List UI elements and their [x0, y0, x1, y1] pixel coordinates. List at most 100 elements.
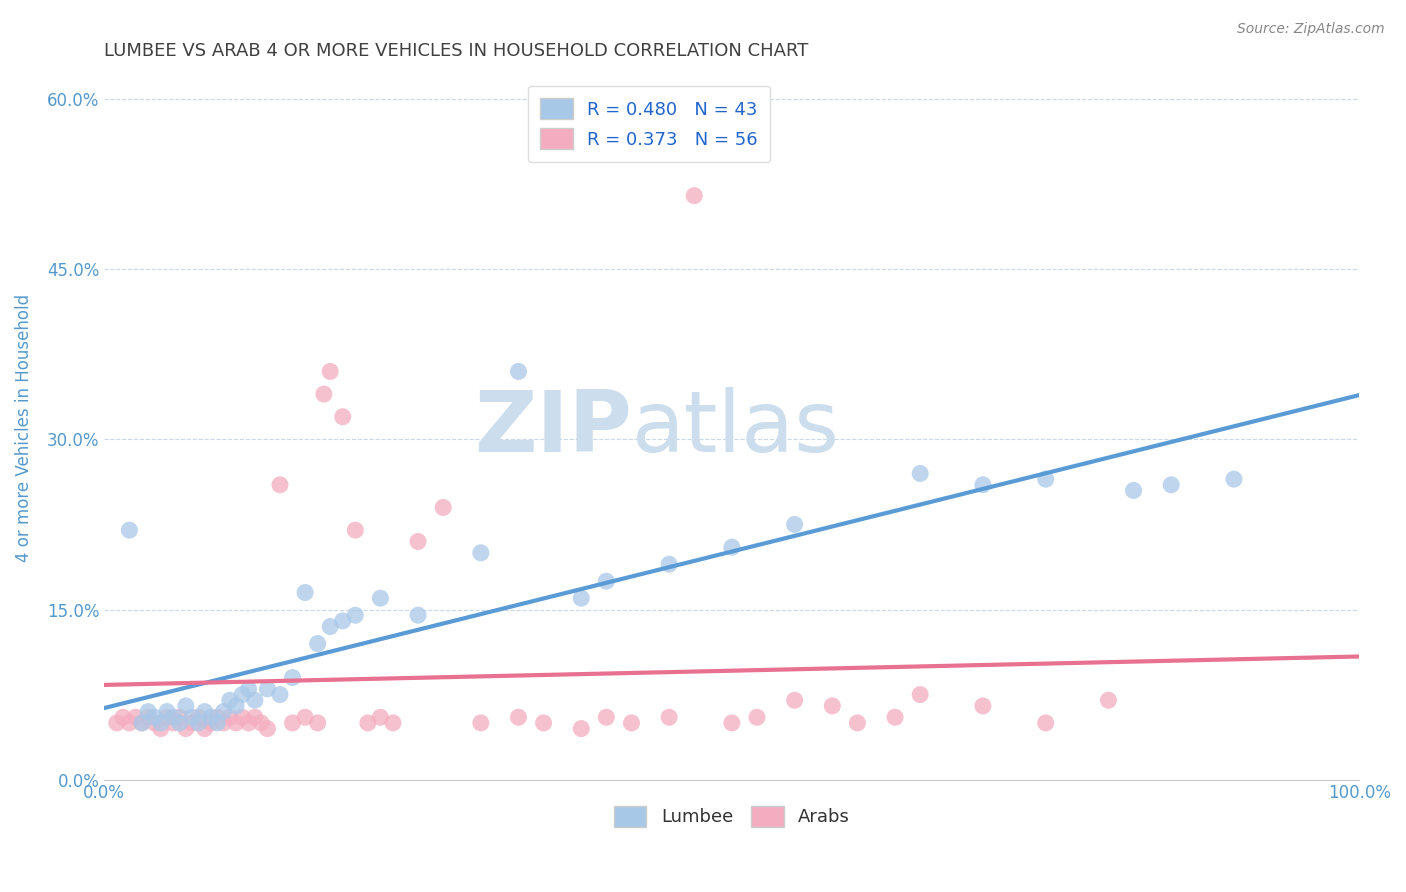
Point — [174, 698, 197, 713]
Point — [238, 715, 260, 730]
Point — [156, 710, 179, 724]
Point — [683, 188, 706, 202]
Point — [470, 546, 492, 560]
Point — [212, 715, 235, 730]
Point — [312, 387, 335, 401]
Point — [174, 722, 197, 736]
Point — [307, 636, 329, 650]
Point — [143, 710, 166, 724]
Point — [332, 614, 354, 628]
Point — [908, 688, 931, 702]
Point — [281, 715, 304, 730]
Point — [169, 715, 191, 730]
Point — [205, 715, 228, 730]
Text: LUMBEE VS ARAB 4 OR MORE VEHICLES IN HOUSEHOLD CORRELATION CHART: LUMBEE VS ARAB 4 OR MORE VEHICLES IN HOU… — [104, 42, 808, 60]
Point — [131, 715, 153, 730]
Point — [569, 722, 592, 736]
Text: atlas: atlas — [631, 386, 839, 469]
Point — [294, 710, 316, 724]
Point — [225, 698, 247, 713]
Point — [243, 693, 266, 707]
Point — [370, 591, 392, 606]
Point — [200, 710, 222, 724]
Point — [143, 715, 166, 730]
Point — [319, 364, 342, 378]
Point — [124, 710, 146, 724]
Point — [256, 681, 278, 696]
Point — [1035, 715, 1057, 730]
Point — [250, 715, 273, 730]
Point — [972, 698, 994, 713]
Point — [181, 715, 204, 730]
Point — [1122, 483, 1144, 498]
Point — [231, 710, 253, 724]
Point — [344, 523, 367, 537]
Point — [370, 710, 392, 724]
Point — [136, 710, 159, 724]
Point — [118, 715, 141, 730]
Point — [470, 715, 492, 730]
Point — [131, 715, 153, 730]
Text: Source: ZipAtlas.com: Source: ZipAtlas.com — [1237, 22, 1385, 37]
Point — [231, 688, 253, 702]
Point — [269, 477, 291, 491]
Point — [406, 534, 429, 549]
Point — [294, 585, 316, 599]
Point — [1223, 472, 1246, 486]
Legend: Lumbee, Arabs: Lumbee, Arabs — [606, 798, 858, 834]
Point — [225, 715, 247, 730]
Point — [136, 705, 159, 719]
Point — [187, 710, 209, 724]
Point — [1035, 472, 1057, 486]
Point — [344, 608, 367, 623]
Point — [846, 715, 869, 730]
Point — [194, 705, 217, 719]
Text: ZIP: ZIP — [474, 386, 631, 469]
Point — [281, 671, 304, 685]
Point — [162, 710, 184, 724]
Point — [194, 722, 217, 736]
Point — [269, 688, 291, 702]
Point — [212, 705, 235, 719]
Point — [149, 715, 172, 730]
Point — [162, 715, 184, 730]
Point — [307, 715, 329, 730]
Point — [432, 500, 454, 515]
Point — [595, 574, 617, 589]
Point — [783, 517, 806, 532]
Point — [218, 693, 240, 707]
Point — [972, 477, 994, 491]
Point — [357, 715, 380, 730]
Point — [1160, 477, 1182, 491]
Point — [238, 681, 260, 696]
Point — [218, 710, 240, 724]
Point — [256, 722, 278, 736]
Point — [1097, 693, 1119, 707]
Point — [658, 557, 681, 571]
Point — [406, 608, 429, 623]
Point — [319, 619, 342, 633]
Point — [908, 467, 931, 481]
Point — [200, 715, 222, 730]
Point — [118, 523, 141, 537]
Point — [533, 715, 555, 730]
Point — [149, 722, 172, 736]
Point — [169, 710, 191, 724]
Point — [721, 540, 744, 554]
Point — [620, 715, 643, 730]
Point — [508, 364, 530, 378]
Point — [508, 710, 530, 724]
Point — [243, 710, 266, 724]
Point — [658, 710, 681, 724]
Y-axis label: 4 or more Vehicles in Household: 4 or more Vehicles in Household — [15, 294, 32, 562]
Point — [332, 409, 354, 424]
Point — [745, 710, 768, 724]
Point — [783, 693, 806, 707]
Point — [884, 710, 907, 724]
Point — [187, 715, 209, 730]
Point — [181, 710, 204, 724]
Point — [595, 710, 617, 724]
Point — [569, 591, 592, 606]
Point — [821, 698, 844, 713]
Point — [105, 715, 128, 730]
